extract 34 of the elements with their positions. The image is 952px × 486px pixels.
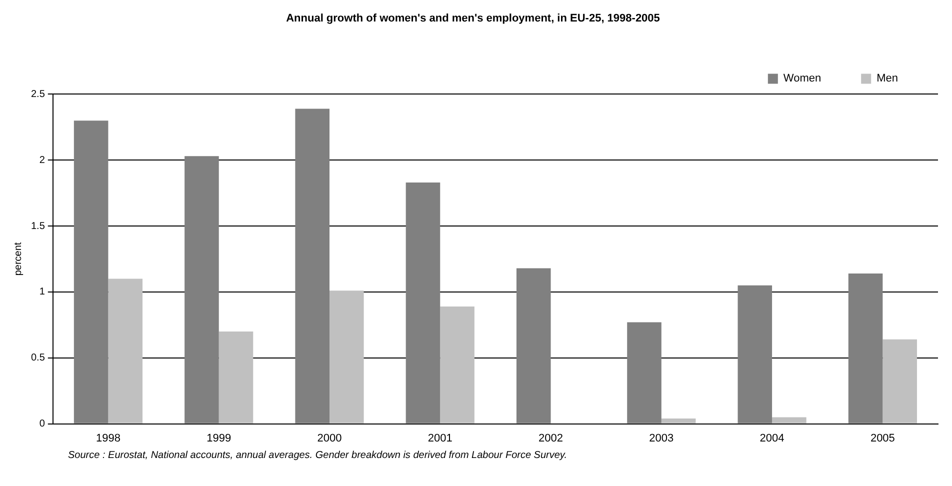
x-tick-label: 2003 xyxy=(649,432,674,444)
bar xyxy=(627,322,662,424)
x-tick-label: 2004 xyxy=(760,432,784,444)
x-tick-label: 2001 xyxy=(428,432,452,444)
bar xyxy=(440,306,474,424)
y-tick-label: 0 xyxy=(39,418,46,430)
y-tick-label: 2 xyxy=(39,154,46,166)
bar xyxy=(516,268,551,424)
bar xyxy=(882,339,917,424)
bar xyxy=(108,278,143,424)
chart-title: Annual growth of women's and men's employment, in EU-25, 1998-2005 xyxy=(286,12,660,25)
bar xyxy=(74,120,108,424)
bar xyxy=(184,156,219,424)
x-tick-label: 1999 xyxy=(206,432,232,444)
y-tick-label: 1.5 xyxy=(30,220,46,232)
y-tick-label: 2.5 xyxy=(30,88,46,100)
bar xyxy=(848,274,883,424)
source-note: Source : Eurostat, National accounts, annual averages. Gender breakdown is derived from Labour Force Survey. xyxy=(67,450,568,461)
x-tick-label: 2002 xyxy=(538,432,564,444)
legend-label: Women xyxy=(783,72,822,85)
y-tick-label: 1 xyxy=(39,286,46,298)
y-axis-title: percent xyxy=(12,242,24,276)
bar xyxy=(738,285,772,424)
bar xyxy=(329,290,364,424)
legend-label: Men xyxy=(876,72,898,85)
x-tick-label: 1998 xyxy=(96,432,120,444)
x-tick-label: 2000 xyxy=(317,432,342,444)
x-tick-label: 2005 xyxy=(870,432,895,444)
bar xyxy=(218,332,254,424)
bar xyxy=(295,108,330,424)
y-tick-label: 0.5 xyxy=(30,352,46,364)
bar xyxy=(406,182,440,424)
bar xyxy=(772,417,806,424)
bar xyxy=(661,418,696,424)
